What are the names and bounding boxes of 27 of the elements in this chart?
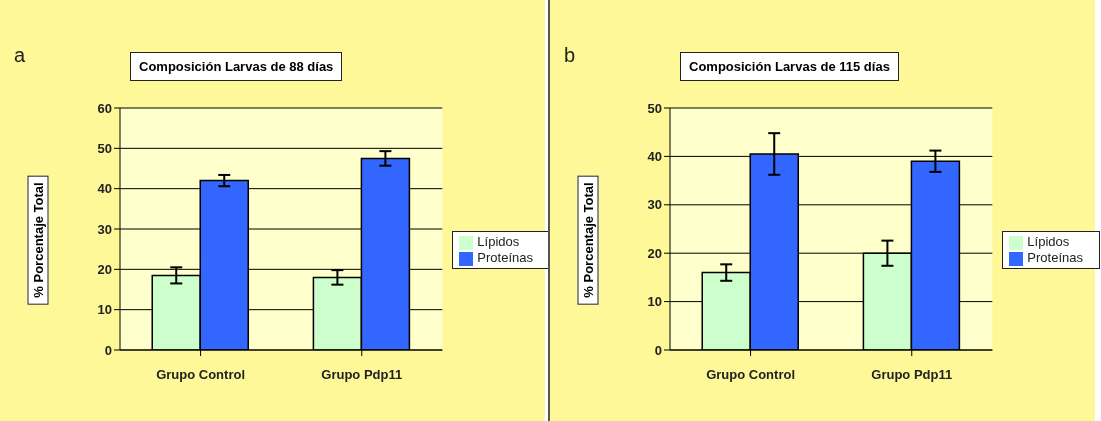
y-axis-title: % Porcentaje Total xyxy=(27,175,49,305)
y-tick-label: 20 xyxy=(97,261,112,277)
chart-title: Composición Larvas de 88 días xyxy=(130,52,343,81)
y-tick-label: 40 xyxy=(647,149,662,165)
y-tick-label: 60 xyxy=(97,100,112,116)
y-tick-label: 50 xyxy=(97,140,112,156)
chart-title: Composición Larvas de 115 días xyxy=(680,52,899,81)
y-tick-label: 10 xyxy=(97,302,112,318)
y-axis-title: % Porcentaje Total xyxy=(577,175,599,305)
y-tick-label: 0 xyxy=(104,342,112,358)
text: b xyxy=(564,44,576,67)
y-tick-label: 50 xyxy=(647,100,662,116)
legend-label: Proteínas xyxy=(477,250,533,265)
y-tick-label: 0 xyxy=(654,342,662,358)
legend-label: Lípidos xyxy=(477,234,520,250)
text: a xyxy=(14,44,26,67)
y-tick-label: 30 xyxy=(97,221,112,237)
y-tick-label: 20 xyxy=(647,245,662,261)
y-tick-label: 10 xyxy=(647,294,662,310)
x-tick-label: Grupo Control xyxy=(156,367,245,383)
x-tick-label: Grupo Pdp11 xyxy=(871,367,953,383)
legend-label: Proteínas xyxy=(1027,250,1083,265)
x-tick-label: Grupo Pdp11 xyxy=(321,367,403,383)
y-tick-label: 30 xyxy=(647,197,662,213)
y-tick-label: 40 xyxy=(97,181,112,197)
legend-label: Lípidos xyxy=(1027,234,1070,250)
x-tick-label: Grupo Control xyxy=(706,367,795,383)
